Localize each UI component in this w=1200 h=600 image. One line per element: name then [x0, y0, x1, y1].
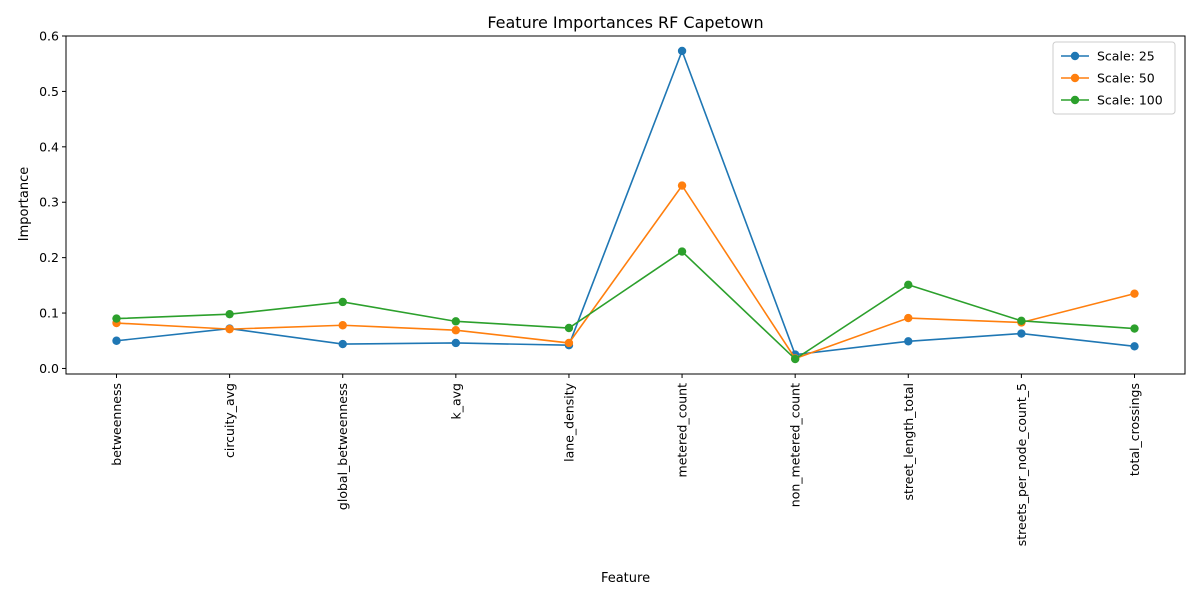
data-point [1017, 329, 1026, 338]
legend-marker [1070, 95, 1080, 105]
x-tick-label: street_length_total [901, 383, 916, 501]
plot-frame [65, 35, 1186, 375]
x-tick-label: non_metered_count [788, 383, 803, 507]
data-point [112, 336, 121, 345]
series-1 [112, 46, 1139, 359]
x-tick-label: k_avg [448, 383, 463, 419]
legend-label: Scale: 50 [1097, 71, 1155, 86]
legend-marker [1070, 73, 1080, 83]
y-tick-label: 0.1 [39, 306, 59, 321]
x-axis-label: Feature [601, 571, 650, 586]
data-point [677, 181, 687, 190]
legend-label: Scale: 100 [1097, 93, 1163, 108]
data-point [904, 280, 913, 289]
data-point [564, 323, 574, 333]
series-line [116, 48, 1135, 356]
data-point [1130, 289, 1139, 298]
y-axis-label: Importance [17, 167, 32, 242]
y-tick-label: 0.5 [39, 84, 59, 99]
data-point [338, 321, 347, 330]
axes: 0.0 0.1 0.2 0.3 0.4 0.5 0.6 betweenness circuity… [39, 29, 1186, 546]
data-point [677, 46, 687, 56]
plot-area [112, 46, 1139, 364]
legend-item: Scale: 100 [1061, 93, 1163, 108]
y-tick-label: 0.6 [39, 29, 59, 44]
data-point [112, 314, 121, 323]
x-tick-label: circuity_avg [222, 383, 237, 458]
data-point [1017, 316, 1026, 326]
data-point [451, 338, 461, 348]
x-tick-label: lane_density [561, 382, 576, 461]
legend-item: Scale: 50 [1061, 71, 1155, 86]
data-point [338, 339, 347, 349]
y-tick-label: 0.4 [39, 139, 59, 154]
x-tick-label: streets_per_node_count_5 [1014, 383, 1029, 546]
legend: Scale: 25 Scale: 50 Scale: 100 [1052, 41, 1176, 115]
data-point [451, 317, 461, 326]
series-line [116, 184, 1135, 360]
data-point [225, 324, 234, 334]
x-tick-label: global_betweenness [335, 383, 350, 510]
data-point [1130, 342, 1139, 351]
x-tick-label: total_crossings [1127, 383, 1142, 476]
data-point [225, 309, 234, 319]
y-tick-label: 0.0 [39, 361, 59, 376]
data-point [904, 337, 913, 346]
data-point [677, 247, 687, 256]
x-tick-label: metered_count [675, 383, 690, 478]
legend-box [1052, 41, 1176, 115]
y-tick-label: 0.3 [39, 195, 59, 210]
legend-item: Scale: 25 [1061, 49, 1155, 64]
data-point [451, 326, 461, 335]
data-point [790, 354, 800, 364]
data-point [1130, 324, 1139, 333]
data-point [564, 338, 574, 348]
legend-marker [1070, 51, 1080, 61]
chart-title: Feature Importances RF Capetown [487, 13, 763, 32]
data-point [338, 297, 347, 307]
data-point [904, 313, 913, 323]
y-tick-label: 0.2 [39, 250, 59, 265]
series-line [116, 250, 1135, 361]
legend-label: Scale: 25 [1097, 49, 1155, 64]
x-tick-label: betweenness [109, 383, 124, 466]
series-3 [112, 247, 1139, 364]
